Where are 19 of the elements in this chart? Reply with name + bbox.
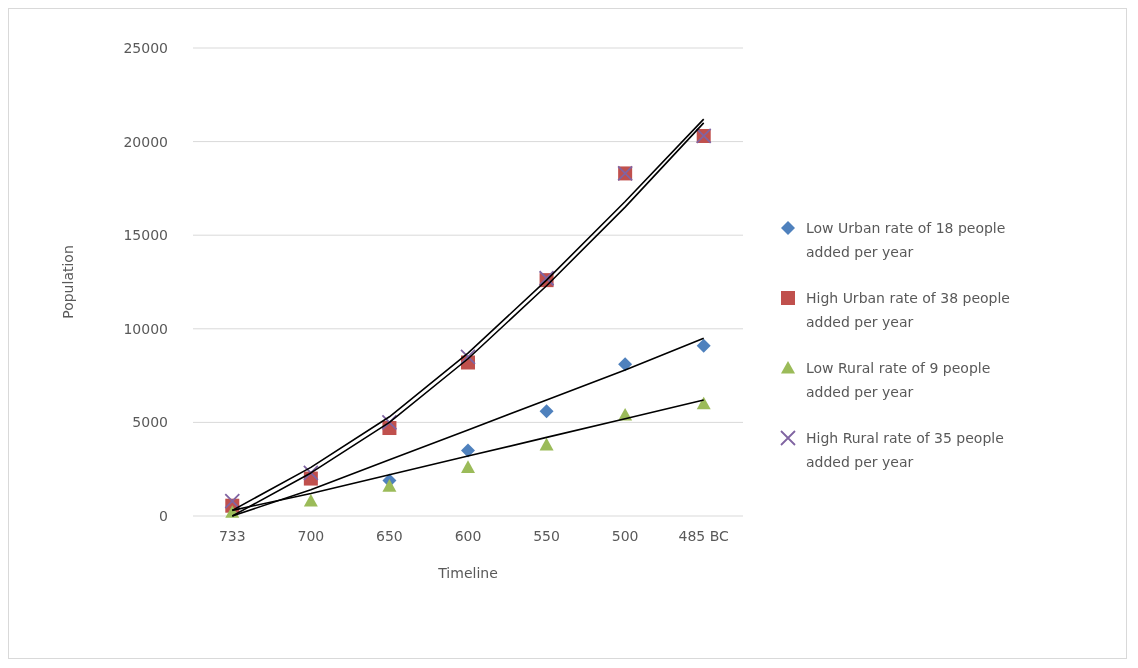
legend-label: Low Urban rate of 18 people added per year bbox=[806, 219, 1006, 260]
x-tick-label: 500 bbox=[611, 528, 639, 544]
y-tick-label: 5000 bbox=[132, 414, 168, 431]
legend-label: High Urban rate of 38 people added per year bbox=[806, 289, 1010, 330]
x-tick-label: 733 bbox=[218, 528, 246, 544]
legend-label: High Rural rate of 35 people added per year bbox=[806, 429, 1004, 470]
x-tick-label: 550 bbox=[533, 528, 560, 544]
x-tick-label: 700 bbox=[297, 528, 325, 544]
y-tick-label: 0 bbox=[159, 507, 168, 524]
legend-label: Low Rural rate of 9 people added per year bbox=[806, 359, 991, 400]
x-axis-title: Timeline bbox=[437, 565, 498, 581]
y-tick-label: 25000 bbox=[123, 39, 168, 56]
x-tick-label: 600 bbox=[454, 528, 482, 544]
y-tick-label: 15000 bbox=[123, 227, 168, 244]
x-tick-label: 650 bbox=[376, 528, 403, 544]
y-axis-title: Population bbox=[60, 245, 76, 319]
x-tick-label: 485 BC bbox=[678, 528, 730, 544]
y-tick-label: 10000 bbox=[123, 320, 168, 337]
y-tick-label: 20000 bbox=[123, 133, 168, 150]
